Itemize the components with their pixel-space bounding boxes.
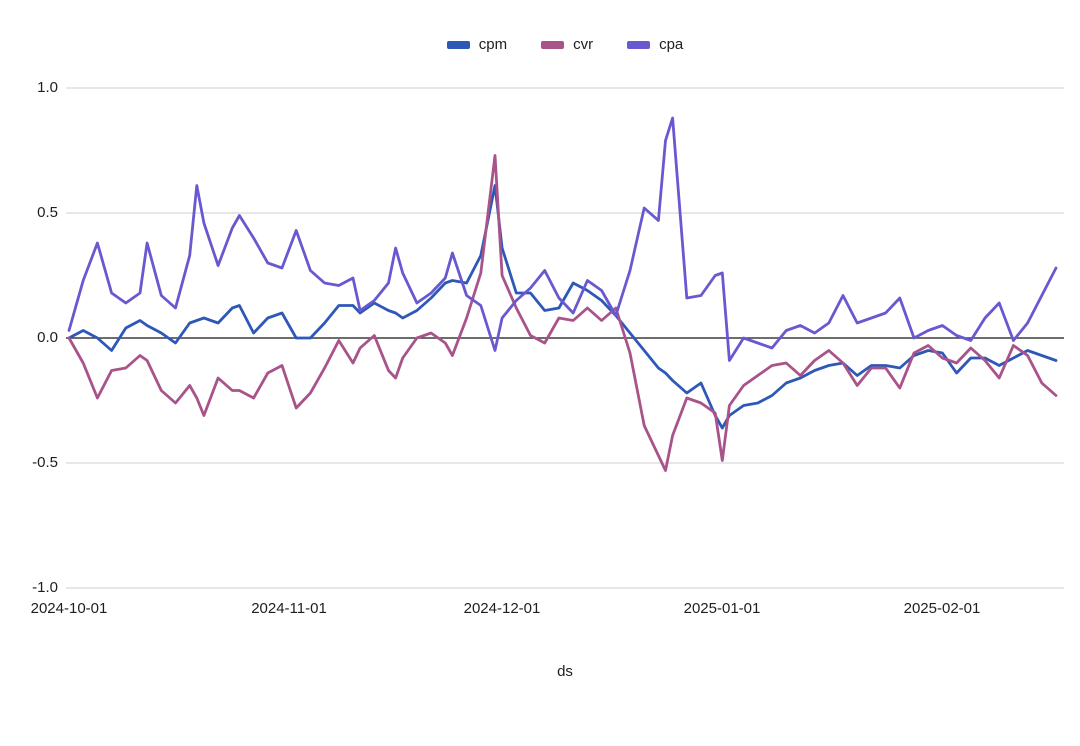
legend-label-cpa: cpa bbox=[659, 36, 684, 53]
chart-legend: cpm cvr cpa bbox=[25, 36, 1080, 53]
x-tick-2024-10-01: 2024-10-01 bbox=[30, 600, 108, 617]
cpa-series-swatch-icon bbox=[627, 40, 651, 49]
y-tick-0.5: 0.5 bbox=[37, 204, 58, 221]
x-tick-2024-11-01: 2024-11-01 bbox=[251, 600, 327, 617]
legend-item-cpm[interactable]: cpm bbox=[446, 36, 508, 53]
y-tick-0.0: 0.0 bbox=[37, 329, 58, 346]
series-cpa-line bbox=[67, 116, 1058, 362]
x-tick-2025-01-01: 2025-01-01 bbox=[683, 600, 761, 617]
x-tick-2024-12-01: 2024-12-01 bbox=[463, 600, 541, 617]
y-tick-1.0: 1.0 bbox=[37, 79, 58, 96]
legend-item-cvr[interactable]: cvr bbox=[541, 36, 593, 53]
x-tick-2025-02-01: 2025-02-01 bbox=[903, 600, 981, 617]
series-cpm-line bbox=[67, 184, 1058, 430]
cpm-series-swatch-icon bbox=[446, 40, 470, 49]
x-axis-label: ds bbox=[557, 663, 573, 680]
series-cvr-line bbox=[67, 154, 1058, 472]
y-tick--0.5: -0.5 bbox=[32, 454, 58, 471]
legend-item-cpa[interactable]: cpa bbox=[627, 36, 683, 53]
legend-label-cvr: cvr bbox=[573, 36, 594, 53]
y-tick--1.0: -1.0 bbox=[32, 579, 58, 596]
cvr-series-swatch-icon bbox=[541, 40, 565, 49]
legend-label-cpm: cpm bbox=[478, 36, 508, 53]
